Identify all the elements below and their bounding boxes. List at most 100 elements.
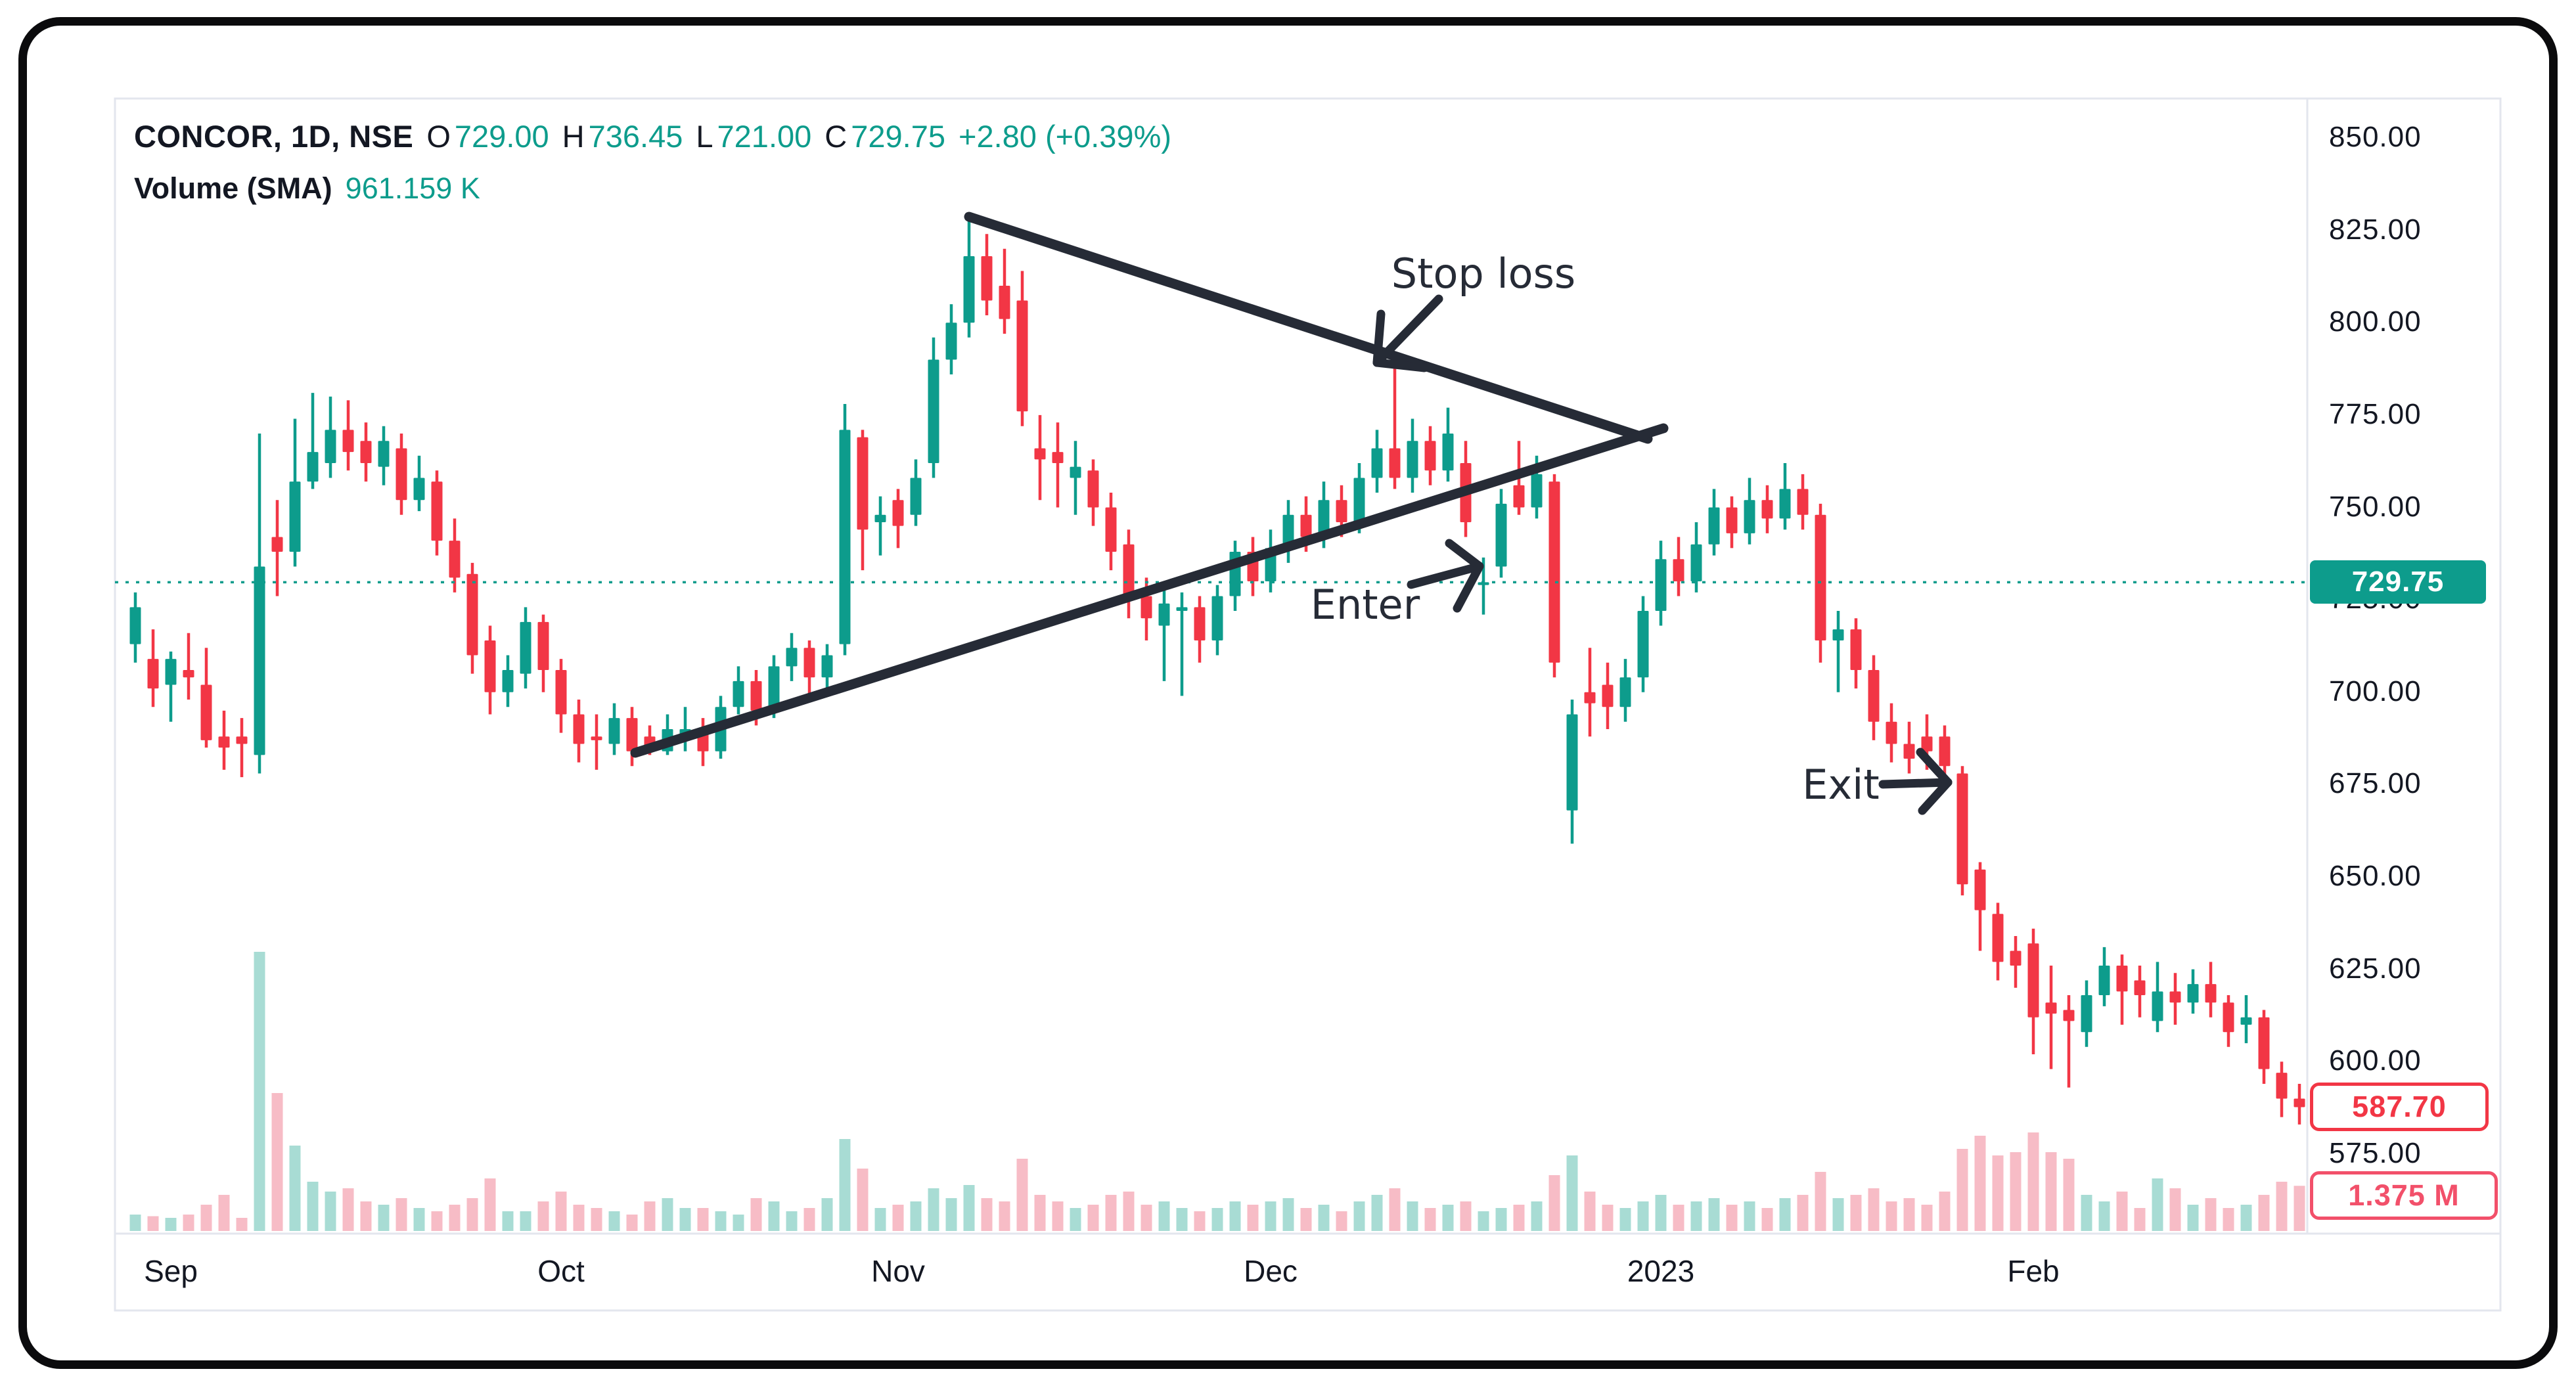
stop-loss-annotation[interactable]: Stop loss (1372, 250, 1575, 372)
price-pane[interactable] (129, 221, 2305, 1125)
legend-main-row[interactable]: CONCOR, 1D, NSE O 729.00 H 736.45 L 721.00 … (134, 118, 1171, 154)
candle[interactable] (466, 562, 478, 674)
candle[interactable] (1495, 489, 1507, 578)
candle[interactable] (1211, 585, 1223, 656)
candle[interactable] (1105, 493, 1117, 571)
candle[interactable] (1123, 529, 1135, 619)
candle[interactable] (733, 666, 744, 715)
candle[interactable] (963, 221, 975, 338)
candle[interactable] (1726, 496, 1738, 548)
candle[interactable] (1424, 426, 1436, 485)
candle[interactable] (537, 614, 549, 692)
candle[interactable] (1637, 596, 1649, 692)
candle[interactable] (1158, 589, 1170, 681)
candle[interactable] (1282, 500, 1294, 563)
candle[interactable] (1744, 478, 1755, 545)
candle[interactable] (1850, 618, 1862, 689)
candle[interactable] (608, 703, 620, 755)
candle[interactable] (147, 629, 159, 707)
candle[interactable] (679, 707, 691, 751)
candle[interactable] (129, 592, 141, 663)
enter-arrow[interactable] (1407, 539, 1484, 613)
candle[interactable] (1371, 430, 1383, 493)
candle[interactable] (484, 625, 496, 715)
candle[interactable] (2187, 969, 2199, 1014)
enter-label[interactable]: Enter (1311, 581, 1420, 629)
candle[interactable] (573, 700, 585, 763)
candle[interactable] (2240, 995, 2252, 1044)
exit-label[interactable]: Exit (1802, 761, 1879, 809)
candle[interactable] (2010, 936, 2022, 988)
candle[interactable] (183, 633, 194, 700)
candle[interactable] (342, 400, 354, 471)
candle[interactable] (2081, 980, 2092, 1047)
candle[interactable] (502, 655, 514, 707)
stop-loss-label[interactable]: Stop loss (1391, 250, 1575, 298)
candle[interactable] (945, 304, 957, 374)
time-scale[interactable]: Sep Oct Nov Dec 2023 Feb (0, 1245, 2306, 1305)
candle[interactable] (1548, 474, 1560, 678)
triangle-upper-line[interactable] (964, 212, 1653, 444)
candle[interactable] (1619, 659, 1631, 722)
candle[interactable] (2027, 928, 2039, 1054)
candle[interactable] (1939, 725, 1951, 781)
candle[interactable] (1903, 721, 1915, 774)
candle[interactable] (1016, 271, 1028, 426)
candle[interactable] (254, 434, 265, 774)
candle[interactable] (803, 640, 815, 696)
candle[interactable] (821, 644, 833, 692)
candle[interactable] (2045, 966, 2057, 1069)
candle[interactable] (1974, 862, 1986, 951)
candle[interactable] (1868, 655, 1880, 740)
candle[interactable] (910, 459, 922, 526)
candle[interactable] (2134, 966, 2146, 1017)
candle[interactable] (1956, 766, 1968, 896)
candle[interactable] (1992, 903, 2004, 981)
candle[interactable] (1797, 474, 1809, 530)
candle[interactable] (289, 418, 301, 567)
candle[interactable] (1087, 459, 1099, 526)
candle[interactable] (1673, 537, 1684, 596)
candle[interactable] (1389, 352, 1401, 489)
candle[interactable] (2205, 962, 2217, 1017)
triangle-lower-line[interactable] (630, 423, 1669, 758)
exit-arrow[interactable] (1878, 748, 1953, 815)
candle[interactable] (236, 718, 248, 778)
candle[interactable] (2276, 1062, 2288, 1117)
candle[interactable] (2063, 995, 2075, 1088)
candle[interactable] (1708, 489, 1720, 556)
candle[interactable] (271, 500, 283, 596)
drawing-annotations[interactable]: Stop loss Enter Exit (630, 212, 1953, 815)
candle[interactable] (1602, 662, 1614, 729)
enter-annotation[interactable]: Enter (1311, 539, 1484, 629)
candle[interactable] (1566, 700, 1578, 844)
candle[interactable] (2258, 1010, 2270, 1084)
candle[interactable] (2294, 1084, 2305, 1125)
exit-annotation[interactable]: Exit (1802, 748, 1953, 815)
volume-indicator-label[interactable]: Volume (SMA) (134, 171, 332, 205)
candle[interactable] (1034, 414, 1046, 501)
candle[interactable] (1176, 592, 1188, 696)
candle[interactable] (449, 518, 461, 592)
candle[interactable] (1052, 422, 1064, 508)
candle[interactable] (165, 651, 177, 722)
candle[interactable] (1442, 407, 1454, 482)
candle[interactable] (520, 607, 531, 689)
candle[interactable] (1247, 537, 1259, 596)
candle[interactable] (1761, 485, 1773, 533)
candle[interactable] (839, 404, 851, 656)
candle[interactable] (200, 648, 212, 748)
candle[interactable] (2152, 962, 2163, 1033)
candle[interactable] (1779, 463, 1791, 530)
candle[interactable] (999, 248, 1010, 334)
candle[interactable] (1229, 541, 1241, 611)
candle[interactable] (1690, 522, 1702, 592)
candle[interactable] (378, 426, 390, 485)
candle[interactable] (786, 633, 798, 681)
candle[interactable] (1584, 648, 1596, 737)
symbol-title[interactable]: CONCOR, 1D, NSE (134, 119, 414, 154)
candle[interactable] (874, 496, 886, 556)
candle[interactable] (2098, 947, 2110, 1006)
candle[interactable] (307, 393, 319, 489)
